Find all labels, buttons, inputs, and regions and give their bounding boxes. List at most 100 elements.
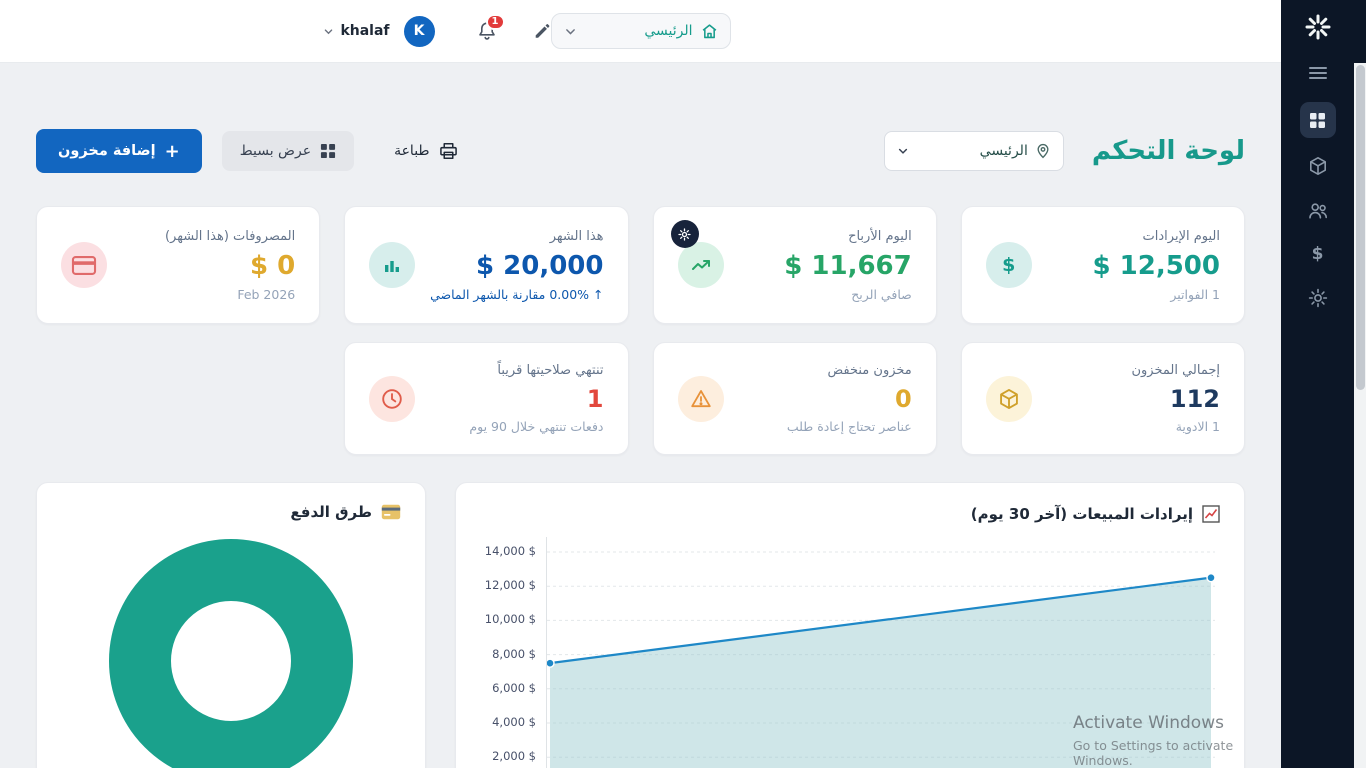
stat-subtitle: Feb 2026 bbox=[237, 286, 296, 302]
package-icon bbox=[1309, 157, 1326, 175]
chevron-down-icon bbox=[565, 28, 575, 35]
expenses-icon-circle bbox=[61, 242, 107, 288]
stat-subtitle: عناصر تحتاج إعادة طلب bbox=[786, 419, 912, 434]
y-axis-labels: 14,000 $ 12,000 $ 10,000 $ 8,000 $ 6,000 $ 4,… bbox=[480, 537, 536, 768]
stat-subtitle: صافي الربح bbox=[851, 286, 912, 302]
notifications-button[interactable]: 1 bbox=[477, 13, 505, 42]
payments-title-row: طرق الدفع bbox=[61, 503, 401, 521]
stat-subtitle: 1 الادوية bbox=[1175, 419, 1220, 434]
profit-icon-circle bbox=[677, 242, 724, 288]
y-tick-label: 10,000 $ bbox=[484, 612, 536, 627]
sales-line-plot bbox=[547, 551, 1215, 768]
add-inventory-button[interactable]: + إضافة مخزون bbox=[36, 129, 202, 173]
payment-methods-card: طرق الدفع bbox=[36, 482, 426, 768]
sidebar-item-inventory[interactable] bbox=[1300, 148, 1336, 184]
stat-title: هذا الشهر bbox=[549, 228, 604, 244]
donut-segment bbox=[109, 539, 353, 768]
y-tick-label: 4,000 $ bbox=[492, 715, 536, 729]
stat-value: $ 11,667 bbox=[784, 250, 912, 281]
stat-subtitle: 1 الفواتير bbox=[1170, 286, 1220, 302]
chevron-down-icon bbox=[898, 148, 907, 154]
page-header: لوحة التحكم الرئيسي bbox=[36, 129, 1245, 173]
month-icon-circle bbox=[369, 242, 416, 288]
sidebar-item-users[interactable] bbox=[1300, 192, 1336, 228]
warning-triangle-icon bbox=[690, 390, 711, 408]
stat-title: اليوم الأرباح bbox=[848, 228, 912, 244]
menu-icon[interactable] bbox=[1308, 66, 1327, 80]
topbar-user-area: khalaf K 1 bbox=[0, 13, 551, 47]
stat-title: تنتهي صلاحيتها قريباً bbox=[497, 363, 604, 378]
gear-icon bbox=[1308, 288, 1327, 308]
revenue-line bbox=[549, 576, 1212, 665]
stat-value: $ 0 bbox=[250, 250, 296, 281]
home-icon bbox=[702, 23, 716, 38]
topbar-branch-select[interactable]: الرئيسي bbox=[550, 13, 731, 49]
profit-settings-badge[interactable] bbox=[670, 220, 699, 248]
sales-chart-title: إيرادات المبيعات (آخر 30 يوم) bbox=[970, 505, 1193, 523]
stat-card-revenue: اليوم الإيرادات $ 12,500 1 الفواتير $ bbox=[960, 206, 1245, 324]
stat-card-low-stock: مخزون منخفض 0 عناصر تحتاج إعادة طلب bbox=[652, 342, 937, 455]
sidebar-inner: $ bbox=[1281, 0, 1354, 768]
simple-view-button[interactable]: عرض بسيط bbox=[221, 131, 355, 171]
stat-subtitle: دفعات تنتهي خلال 90 يوم bbox=[469, 419, 604, 434]
y-tick-label: 2,000 $ bbox=[492, 749, 536, 764]
add-inventory-label: إضافة مخزون bbox=[58, 143, 156, 159]
dollar-icon: $ bbox=[1002, 254, 1016, 276]
chevron-down-icon[interactable] bbox=[323, 26, 334, 37]
stat-card-expenses: المصروفات (هذا الشهر) $ 0 Feb 2026 bbox=[36, 206, 321, 324]
stat-title: مخزون منخفض bbox=[827, 363, 912, 378]
dollar-icon: $ bbox=[1311, 244, 1324, 264]
gear-icon bbox=[678, 227, 691, 241]
payments-donut-chart bbox=[61, 537, 401, 768]
print-button[interactable]: طباعة bbox=[394, 142, 458, 160]
sidebar-item-settings[interactable] bbox=[1300, 280, 1336, 316]
simple-view-label: عرض بسيط bbox=[239, 143, 312, 159]
donut-chart-svg bbox=[109, 539, 353, 768]
scrollbar-thumb[interactable] bbox=[1355, 65, 1365, 390]
sidebar-item-finance[interactable]: $ bbox=[1300, 236, 1336, 272]
stat-value: 112 bbox=[1169, 385, 1220, 413]
sales-chart-card: إيرادات المبيعات (آخر 30 يوم) 14,000 $ 12… bbox=[455, 482, 1245, 768]
topbar: الرئيسي khalaf K 1 bbox=[0, 0, 1281, 63]
stat-card-profit: اليوم الأرباح $ 11,667 صافي الربح bbox=[652, 206, 937, 324]
inventory-icon-circle bbox=[985, 375, 1032, 422]
branch-select-group: الرئيسي bbox=[980, 143, 1051, 159]
data-point-marker bbox=[1206, 572, 1215, 583]
stat-value: $ 20,000 bbox=[476, 250, 604, 281]
user-name[interactable]: khalaf bbox=[340, 23, 390, 39]
main-content: لوحة التحكم الرئيسي bbox=[0, 63, 1281, 768]
y-tick-label: 14,000 $ bbox=[484, 544, 536, 558]
package-icon bbox=[999, 388, 1018, 409]
grid-view-icon bbox=[321, 143, 336, 159]
sales-chart: 14,000 $ 12,000 $ 10,000 $ 8,000 $ 6,000 $ 4,… bbox=[480, 537, 1220, 768]
location-pin-icon bbox=[1037, 143, 1049, 159]
scrollbar[interactable] bbox=[1354, 63, 1366, 768]
plus-icon: + bbox=[164, 140, 180, 162]
user-cluster: khalaf K 1 bbox=[323, 13, 551, 47]
bar-chart-icon bbox=[385, 261, 400, 272]
branch-select-label: الرئيسي bbox=[979, 143, 1028, 159]
sidebar: $ bbox=[1281, 0, 1366, 768]
stat-card-expiring: تنتهي صلاحيتها قريباً 1 دفعات تنتهي خلال… bbox=[344, 342, 629, 455]
print-label: طباعة bbox=[394, 143, 430, 159]
revenue-icon-circle: $ bbox=[985, 242, 1032, 288]
bottom-section: إيرادات المبيعات (آخر 30 يوم) 14,000 $ 12… bbox=[36, 482, 1245, 768]
edit-button[interactable] bbox=[533, 22, 551, 40]
stat-value: 0 bbox=[895, 385, 912, 413]
branch-select[interactable]: الرئيسي bbox=[883, 131, 1064, 171]
page-title: لوحة التحكم bbox=[1091, 136, 1245, 166]
sidebar-item-dashboard[interactable] bbox=[1299, 102, 1336, 138]
credit-card-icon bbox=[381, 504, 401, 520]
avatar[interactable]: K bbox=[403, 15, 435, 47]
y-tick-label: 12,000 $ bbox=[484, 578, 536, 593]
data-point-marker bbox=[547, 658, 555, 668]
topbar-branch-group: الرئيسي bbox=[644, 23, 717, 40]
credit-card-icon bbox=[71, 255, 97, 275]
chart-icon bbox=[1202, 505, 1220, 523]
expiring-icon-circle bbox=[369, 375, 416, 422]
stat-title: المصروفات (هذا الشهر) bbox=[164, 228, 296, 244]
y-tick-label: 6,000 $ bbox=[492, 680, 536, 695]
y-tick-label: 8,000 $ bbox=[492, 646, 536, 661]
spinner-icon bbox=[1305, 14, 1331, 40]
